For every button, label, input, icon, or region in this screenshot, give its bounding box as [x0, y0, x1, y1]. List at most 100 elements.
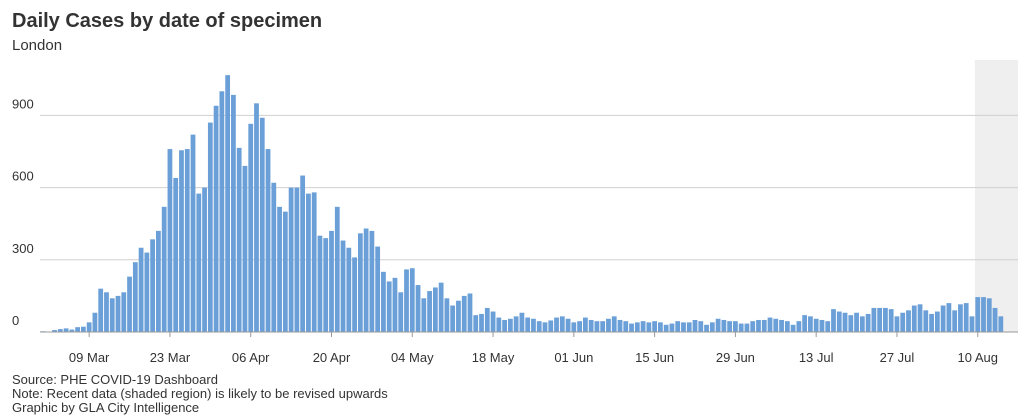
bar	[929, 313, 934, 332]
bar	[121, 292, 127, 332]
bar	[623, 321, 629, 332]
bar	[669, 323, 675, 332]
bar	[842, 312, 848, 332]
bar	[727, 321, 733, 332]
bar	[923, 310, 929, 332]
bar	[300, 175, 306, 332]
bar	[894, 316, 900, 332]
bar	[213, 105, 219, 332]
bar	[132, 262, 138, 332]
bar	[288, 187, 294, 332]
bar	[652, 321, 658, 332]
bar	[808, 316, 813, 332]
bar	[911, 305, 917, 332]
bar	[432, 287, 438, 332]
bar	[219, 91, 225, 332]
chart-title: Daily Cases by date of specimen	[12, 10, 322, 32]
shaded-region	[974, 60, 1018, 332]
bar	[184, 149, 190, 332]
bar	[167, 149, 173, 332]
bar	[963, 303, 969, 332]
bar	[871, 307, 877, 332]
bar	[461, 295, 467, 332]
bar	[352, 257, 357, 332]
bar	[507, 318, 513, 332]
bar	[813, 318, 819, 332]
bar	[958, 304, 963, 332]
bar	[421, 298, 427, 332]
bar	[282, 211, 288, 332]
bar	[190, 134, 196, 332]
bar	[323, 238, 329, 332]
bar	[75, 327, 81, 332]
x-tick-label: 04 May	[391, 350, 434, 365]
bar	[888, 309, 894, 332]
bar	[606, 318, 611, 332]
bar	[265, 149, 271, 332]
bar	[357, 233, 363, 332]
bar	[127, 276, 132, 332]
bar	[57, 329, 63, 332]
bar	[173, 177, 179, 332]
x-tick-label: 18 May	[472, 350, 515, 365]
bar	[733, 321, 738, 332]
bar	[559, 316, 565, 332]
bar	[554, 317, 559, 332]
bar	[513, 316, 519, 332]
bar	[865, 313, 871, 332]
bar	[548, 320, 554, 332]
bar	[686, 322, 692, 332]
bar	[277, 206, 282, 332]
bar	[231, 94, 236, 333]
x-tick-label: 01 Jun	[554, 350, 593, 365]
bar	[917, 304, 923, 332]
bar	[588, 319, 594, 332]
bar	[109, 298, 115, 332]
bar	[784, 321, 790, 332]
bar	[779, 319, 784, 332]
y-tick-label: 0	[12, 313, 19, 328]
bar	[236, 147, 242, 332]
x-tick-label: 15 Jun	[635, 350, 674, 365]
bar	[836, 311, 842, 332]
bar	[640, 321, 646, 332]
bar	[663, 324, 669, 332]
bar	[479, 313, 484, 332]
bar	[848, 315, 854, 332]
bar	[883, 307, 888, 332]
bar	[161, 206, 167, 332]
bar	[456, 300, 461, 332]
bar	[415, 285, 421, 332]
bar	[248, 123, 254, 332]
bar	[450, 305, 456, 332]
bar	[207, 122, 213, 332]
x-tick-label: 10 Aug	[957, 350, 998, 365]
bar	[531, 318, 536, 332]
bar	[179, 150, 184, 332]
bar	[819, 319, 825, 332]
footnote: Source: PHE COVID-19 Dashboard	[12, 372, 218, 387]
bar	[369, 230, 375, 332]
bar	[854, 312, 859, 332]
footnote: Graphic by GLA City Intelligence	[12, 400, 199, 415]
bar	[52, 330, 57, 332]
bar	[317, 235, 323, 332]
bar	[940, 305, 946, 332]
bar	[744, 323, 750, 332]
footnote: Note: Recent data (shaded region) is lik…	[12, 386, 388, 401]
bar	[329, 230, 334, 332]
bar	[969, 316, 975, 332]
bar	[519, 312, 525, 332]
bar	[467, 293, 473, 332]
bar	[790, 324, 796, 332]
bar	[92, 312, 98, 332]
bar	[681, 322, 686, 332]
bar	[98, 288, 104, 332]
bar	[692, 319, 698, 332]
bar	[571, 322, 577, 332]
x-tick-label: 27 Jul	[880, 350, 915, 365]
bar	[444, 298, 450, 332]
bar	[825, 321, 831, 332]
bar	[565, 318, 571, 332]
